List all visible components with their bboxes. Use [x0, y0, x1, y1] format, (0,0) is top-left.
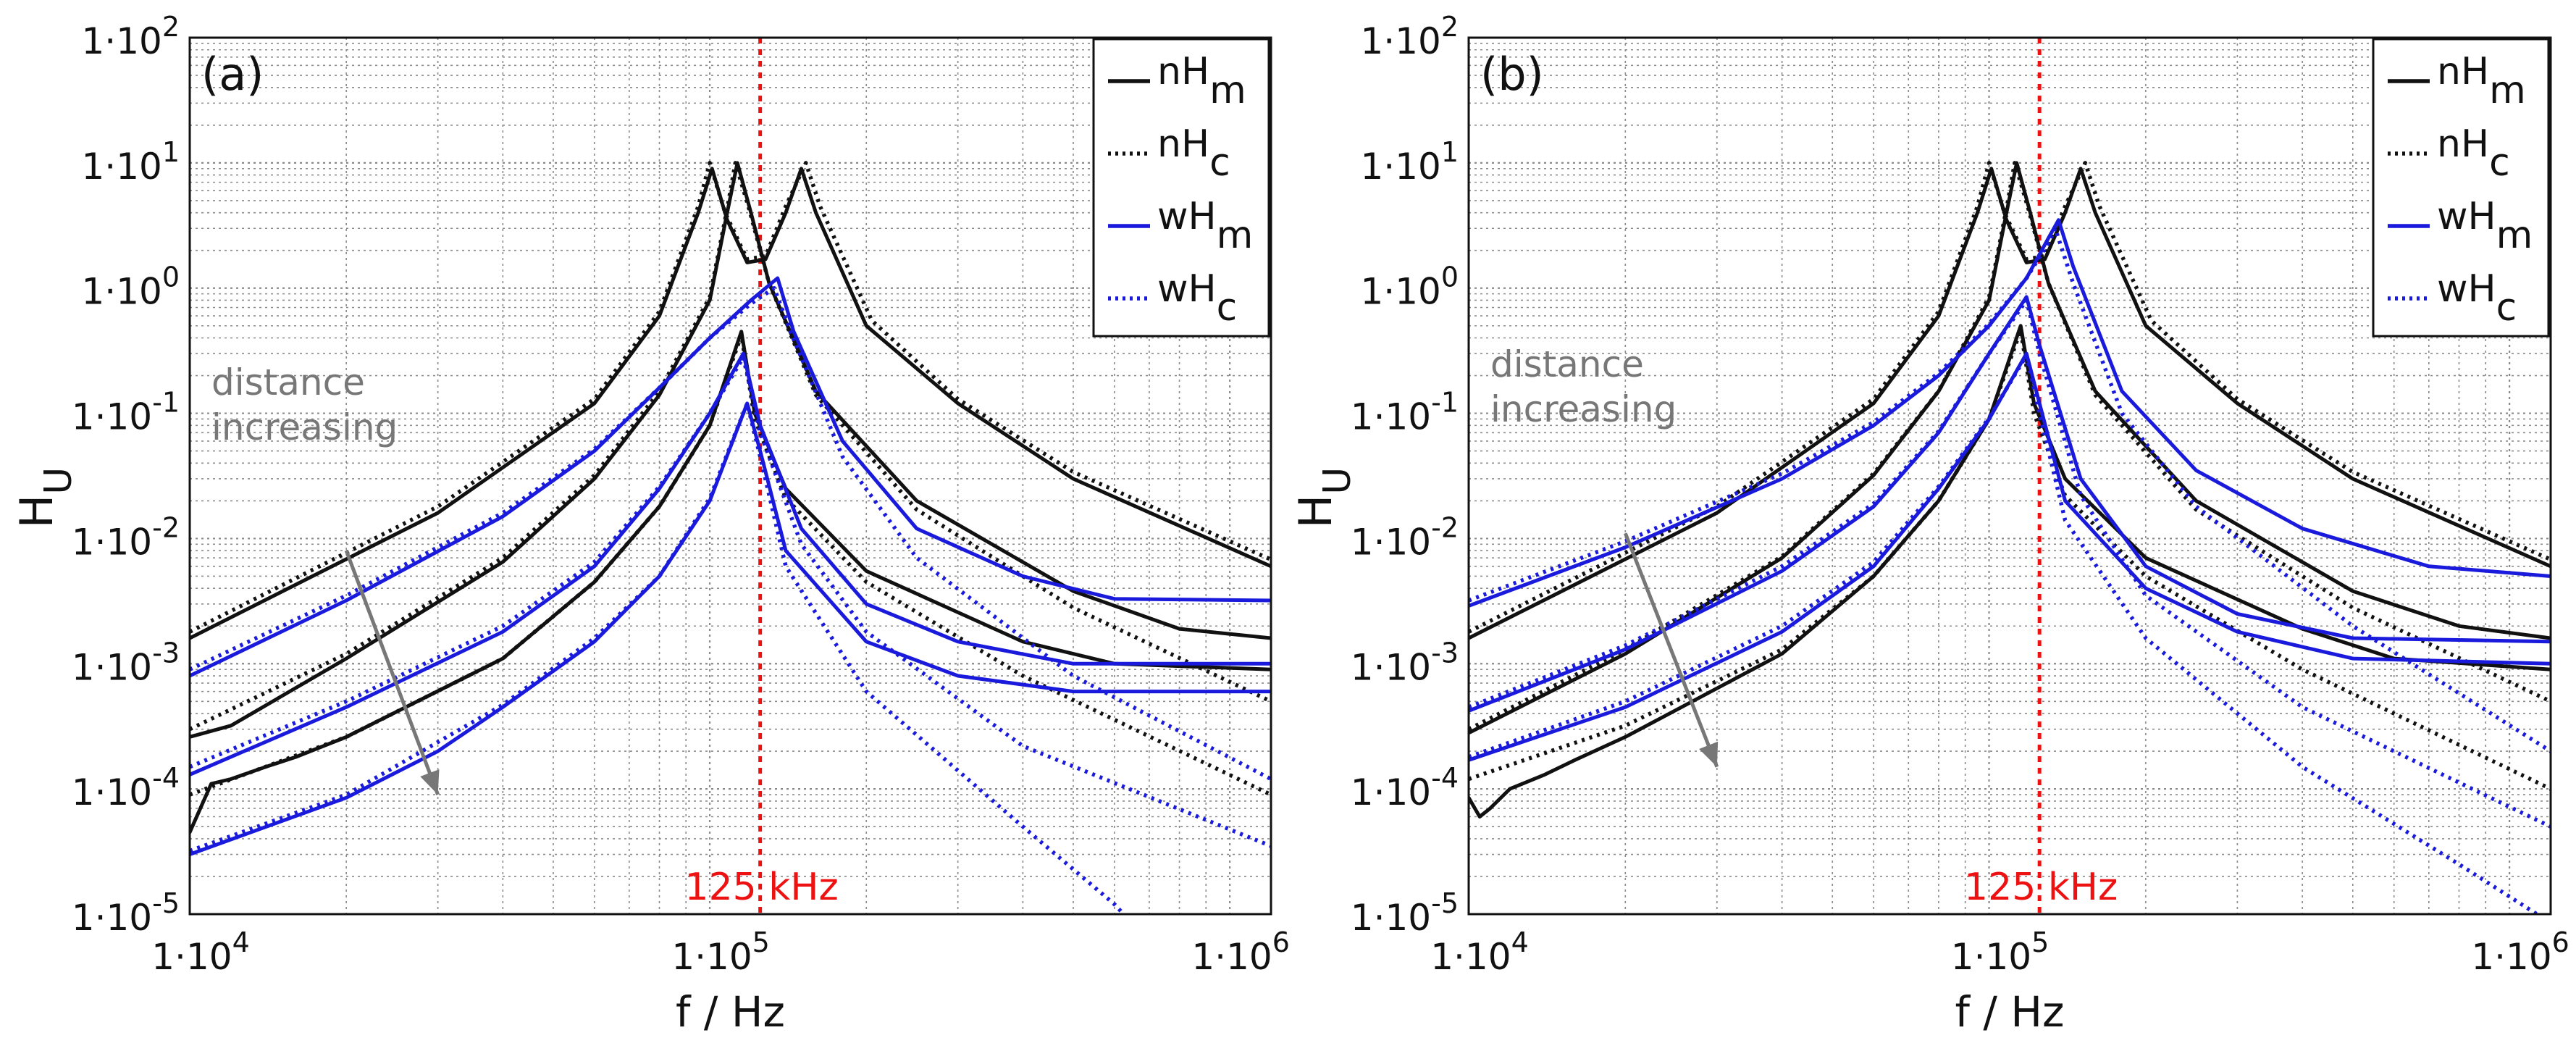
series-line-nh-c [190, 333, 1271, 797]
annotation-arrowhead [1699, 741, 1719, 767]
y-tick-label: 1·10-5 [72, 887, 180, 939]
legend-label: nHm [1157, 50, 1246, 112]
y-tick-label: 1·100 [1360, 261, 1459, 313]
plot-frame [1467, 36, 2552, 916]
reference-line-label: 125 kHz [685, 866, 839, 909]
series-line-nh-m [190, 167, 1271, 640]
series-line-nh-c [1469, 161, 2551, 732]
y-tick-label: 1·100 [81, 261, 180, 313]
series-line-wh-c [1469, 353, 2541, 914]
series-line-wh-m [1469, 295, 2551, 713]
legend-box [1092, 38, 1270, 338]
legend-label: nHc [1157, 122, 1230, 185]
series-group [190, 161, 1271, 914]
annotation-arrowhead [420, 769, 440, 795]
series-line-wh-m [190, 401, 1271, 856]
annotation-text: increasing [211, 406, 398, 448]
series-line-wh-m [190, 351, 1271, 777]
series-line-nh-m [1469, 324, 2551, 819]
y-tick-label: 1·10-4 [1351, 762, 1459, 813]
plot-frame [188, 36, 1272, 916]
annotation-text: distance [211, 361, 365, 403]
legend-label: wHc [1157, 267, 1237, 330]
panel-label: (b) [1480, 48, 1544, 101]
annotation-arrow [1623, 532, 1719, 768]
y-tick-label: 1·101 [1360, 136, 1459, 188]
y-tick-label: 1·102 [81, 11, 180, 62]
annotation-text: distance [1490, 343, 1644, 385]
series-group [1469, 161, 2551, 914]
series-line-wh-c [190, 401, 1127, 914]
x-tick-label: 1·106 [1191, 926, 1290, 978]
chart-panel-a: 1·10-5 1·10-4 1·10-3 1·10-2 1·10-1 1·100 1·101… [10, 11, 1290, 1037]
legend: nHm nHc wHm wHc [2372, 38, 2550, 338]
series-line-wh-c [1469, 298, 2551, 829]
reference-line-label: 125 kHz [1964, 866, 2118, 909]
y-tick-label: 1·10-4 [72, 762, 180, 813]
x-axis-label: f / Hz [1955, 987, 2065, 1037]
series-line-wh-m [1469, 218, 2551, 608]
y-tick-label: 1·10-3 [1351, 637, 1459, 688]
y-tick-label: 1·102 [1360, 11, 1459, 62]
y-tick-label: 1·10-1 [72, 387, 180, 438]
x-tick-label: 1·105 [1951, 926, 2050, 978]
y-axis-label: HU [10, 467, 80, 529]
x-tick-label: 1·104 [1430, 926, 1529, 978]
legend-label: wHm [2437, 195, 2533, 257]
chart-panel-b: 1·10-5 1·10-4 1·10-3 1·10-2 1·10-1 1·100 1·101… [1289, 11, 2569, 1037]
y-tick-label: 1·10-2 [72, 511, 180, 563]
legend-label: nHm [2437, 50, 2526, 112]
x-axis-label: f / Hz [676, 987, 785, 1037]
legend-label: wHm [1157, 195, 1253, 257]
y-tick-label: 1·10-3 [72, 637, 180, 688]
legend-label: nHc [2437, 122, 2510, 185]
panel-label: (a) [201, 48, 264, 101]
series-line-nh-c [190, 161, 1271, 634]
x-tick-label: 1·106 [2471, 926, 2569, 978]
legend: nHm nHc wHm wHc [1092, 38, 1270, 338]
y-axis-label: HU [1289, 467, 1359, 529]
y-tick-label: 1·10-2 [1351, 511, 1459, 563]
y-tick-label: 1·10-1 [1351, 387, 1459, 438]
series-line-nh-m [190, 330, 1271, 834]
x-tick-label: 1·105 [671, 926, 770, 978]
series-line-wh-m [190, 276, 1271, 678]
series-line-nh-c [190, 161, 1271, 732]
y-tick-label: 1·101 [81, 136, 180, 188]
legend-label: wHc [2437, 267, 2517, 330]
y-tick-label: 1·10-5 [1351, 887, 1459, 939]
legend-box [2372, 38, 2550, 338]
annotation-arrow [344, 550, 440, 795]
x-tick-label: 1·104 [151, 926, 250, 978]
annotation-text: increasing [1490, 388, 1677, 430]
